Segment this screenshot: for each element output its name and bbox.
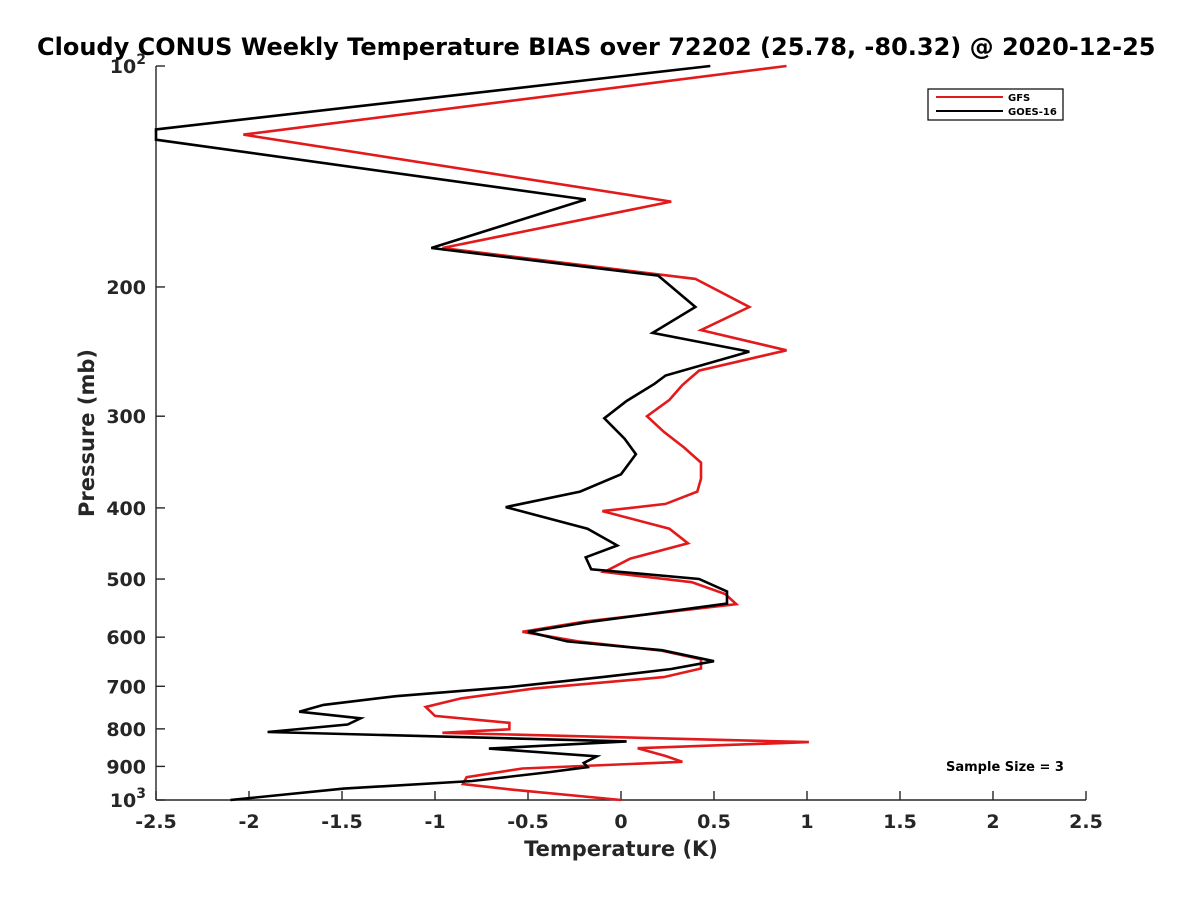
x-tick-label: 2 [986,811,999,833]
series-layer [154,64,809,802]
x-tick-label: -0.5 [507,811,549,833]
y-tick-exponent: 2 [136,52,146,68]
legend-label-gfs: GFS [1008,93,1030,104]
y-tick-base: 10 [110,790,136,812]
x-tick-label: -1.5 [321,811,363,833]
y-tick-exponent: 3 [136,786,146,802]
x-tick-label: 1.5 [883,811,917,833]
x-tick-label: 2.5 [1069,811,1103,833]
y-tick-label: 103 [110,786,146,812]
plot-frame [155,66,1086,801]
legend: GFS GOES-16 [927,88,1064,121]
y-tick-label: 400 [106,498,146,520]
x-tick-label: 0.5 [697,811,731,833]
legend-box [927,88,1064,121]
x-tick-label: 1 [800,811,813,833]
legend-label-goes16: GOES-16 [1008,107,1057,118]
y-tick-label: 600 [106,627,146,649]
series-line-goes16 [154,64,750,802]
x-axis-ticks: -2.5 -2 -1.5 -1 -0.5 0 0.5 1 1.5 2 2.5 [135,791,1103,833]
y-tick-label: 800 [106,719,146,741]
y-tick-label: 102 [110,52,146,78]
y-axis-label: Pressure (mb) [75,349,99,517]
chart-title: Cloudy CONUS Weekly Temperature BIAS ove… [37,33,1155,61]
y-tick-label: 300 [106,406,146,428]
x-axis-label: Temperature (K) [524,837,718,861]
x-tick-label: -2.5 [135,811,177,833]
x-tick-label: -1 [424,811,445,833]
x-tick-label: -2 [238,811,259,833]
sample-size-annotation: Sample Size = 3 [946,760,1064,775]
y-tick-label: 700 [106,676,146,698]
series-line-gfs [243,64,809,802]
x-tick-label: 0 [614,811,627,833]
y-tick-label: 200 [106,277,146,299]
y-tick-label: 500 [106,569,146,591]
y-tick-base: 10 [110,56,136,78]
y-tick-label: 900 [106,756,146,778]
